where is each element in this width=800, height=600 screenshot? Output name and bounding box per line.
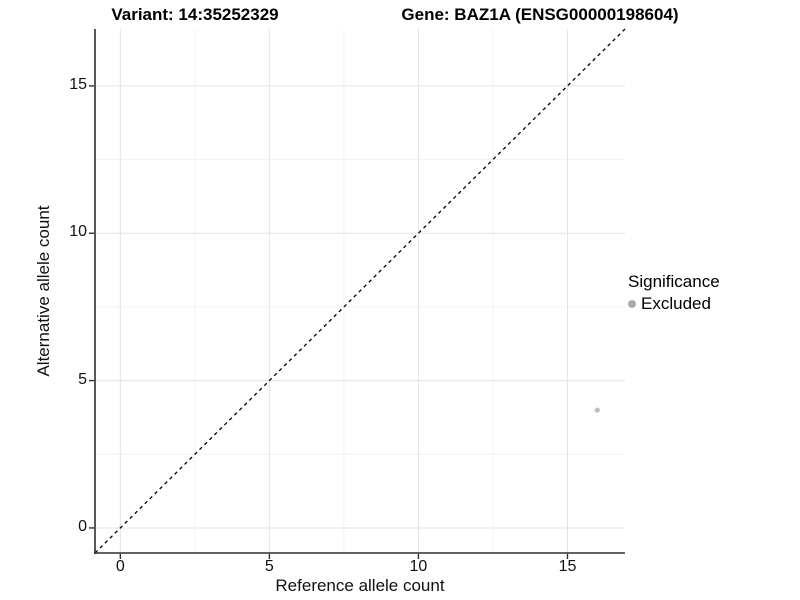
- legend-entry-label: Excluded: [641, 294, 711, 313]
- x-tick-label: 5: [264, 558, 274, 575]
- y-tick-label: 0: [78, 517, 87, 535]
- identity-dashed-line: [94, 28, 626, 554]
- plot-title-gene: Gene: BAZ1A (ENSG00000198604): [401, 5, 679, 24]
- data-point: [594, 407, 600, 413]
- y-tick-label: 15: [69, 75, 87, 93]
- y-tick-label: 10: [69, 223, 87, 241]
- y-axis-title: Alternative allele count: [34, 205, 53, 377]
- legend-entry-excluded: Excluded: [628, 294, 720, 314]
- y-tick-label: 5: [78, 370, 87, 388]
- x-tick-label: 10: [409, 558, 428, 575]
- x-axis-title: Reference allele count: [275, 576, 445, 595]
- x-tick-label: 0: [115, 558, 125, 575]
- legend-title: Significance: [628, 272, 720, 291]
- plot-title-variant: Variant: 14:35252329: [111, 5, 279, 24]
- legend-key-dot-icon: [628, 300, 636, 308]
- legend: Significance Excluded: [628, 272, 720, 314]
- x-tick-label: 15: [558, 558, 577, 575]
